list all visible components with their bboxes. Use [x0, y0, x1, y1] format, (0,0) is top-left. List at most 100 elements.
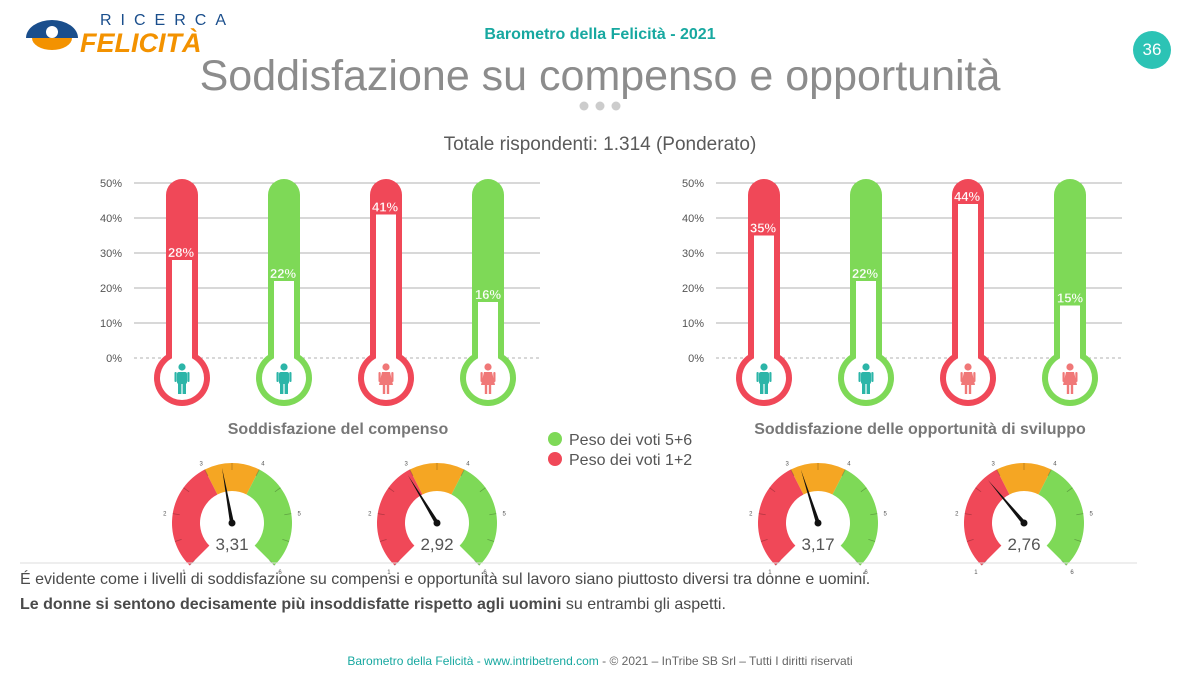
gauge-tick-label: 2: [368, 511, 372, 517]
thermometer: 16%: [460, 179, 516, 406]
female-icon: [378, 363, 394, 394]
y-tick-label: 0%: [688, 353, 704, 365]
logo-text-main: FELICITÀ: [80, 28, 202, 58]
gauge-tick: [274, 487, 281, 493]
logo-icon: [26, 20, 78, 50]
gauge-tick-label: 2: [955, 511, 959, 517]
gauge-tick: [388, 487, 395, 493]
gauge-tick-label: 2: [749, 511, 753, 517]
gauge-band-high: [246, 469, 293, 566]
y-tick-label: 10%: [100, 318, 122, 330]
bar-value: [1060, 305, 1080, 360]
gauge-tick: [769, 487, 776, 493]
gauge-tick: [870, 513, 878, 516]
subtitle: Totale rispondenti: 1.314 (Ponderato): [443, 134, 757, 155]
gauge-tick-label: 3: [785, 461, 789, 467]
female-icon: [480, 363, 496, 394]
gauge-tick: [760, 538, 768, 542]
chart-title: Soddisfazione del compenso: [228, 421, 449, 438]
gauge-tick-label: 3: [991, 461, 995, 467]
thermometer: 15%: [1042, 179, 1098, 406]
chart-title: Soddisfazione delle opportunità di svilu…: [754, 421, 1086, 438]
chart-1: 0% 10% 20% 30% 40% 50% 28% 22% 41% 16% Soddisfazio…: [100, 178, 540, 438]
thermometer: 22%: [256, 179, 312, 406]
y-tick-label: 0%: [106, 353, 122, 365]
page-number-badge: 36: [1133, 31, 1171, 69]
bar-value: [376, 214, 396, 360]
gauge-needle: [407, 475, 439, 525]
female-icon: [1062, 363, 1078, 394]
legend-label: Peso dei voti 1+2: [569, 452, 692, 469]
legend-marker: [548, 432, 562, 446]
gauge-value: 3,17: [801, 535, 834, 554]
gauge-tick-label: 1: [182, 570, 186, 576]
gauge-tick-label: 5: [1089, 511, 1093, 517]
gauge-tick: [860, 487, 867, 493]
y-tick-label: 20%: [100, 283, 122, 295]
gauge-1-1: 1 2 3 4 5 6 3,31: [163, 461, 301, 576]
y-tick-label: 10%: [682, 318, 704, 330]
footer-copyright: © 2021 – InTribe SB Srl – Tutti I diritt…: [609, 654, 853, 668]
legend-marker: [548, 452, 562, 466]
gauge-tick: [284, 513, 292, 516]
gauge-needle: [800, 469, 820, 524]
gauge-tick: [964, 513, 972, 516]
y-tick-label: 40%: [100, 213, 122, 225]
gauge-band-low: [758, 469, 804, 566]
gauge-band-high: [1038, 469, 1084, 566]
gauge-value: 2,92: [420, 535, 453, 554]
gauge-tick: [282, 538, 290, 542]
bar-value: [958, 204, 978, 360]
gauge-tick: [204, 469, 209, 476]
gauge-tick: [758, 513, 766, 516]
bar-value: [754, 235, 774, 360]
data-label: 22%: [852, 266, 878, 281]
gauge-tick: [975, 487, 982, 493]
gauge-tick-label: 4: [261, 461, 265, 467]
male-icon: [174, 363, 190, 394]
y-tick-label: 20%: [682, 283, 704, 295]
gauge-tick: [996, 469, 1001, 476]
gauge-tick: [479, 487, 486, 493]
data-label: 44%: [954, 189, 980, 204]
thermometer: 35%: [736, 179, 792, 406]
gauge-hub: [1020, 519, 1028, 527]
gauge-tick: [174, 538, 182, 542]
gauge-value: 2,76: [1007, 535, 1040, 554]
footer-separator: -: [598, 654, 610, 668]
footer-link[interactable]: Barometro della Felicità - www.intribetr…: [347, 654, 599, 668]
gauge-tick: [379, 538, 387, 542]
gauge-band-mid: [790, 463, 846, 495]
gauge-tick: [1066, 487, 1073, 493]
gauge-band-mid: [409, 463, 465, 495]
gauge-tick: [966, 538, 974, 542]
gauge-tick: [1047, 469, 1052, 476]
gauge-tick-label: 6: [1070, 570, 1074, 576]
gauge-tick: [790, 469, 795, 476]
gauge-tick-label: 1: [974, 570, 978, 576]
gauge-tick: [868, 538, 876, 542]
y-tick-label: 50%: [100, 178, 122, 190]
gauge-tick-label: 6: [864, 570, 868, 576]
gauge-needle: [222, 467, 234, 524]
legend-label: Peso dei voti 5+6: [569, 432, 692, 449]
data-label: 15%: [1057, 291, 1083, 306]
logo-text-top: RICERCA: [100, 12, 236, 29]
gauge-2-1: 1 2 3 4 5 6 3,17: [749, 461, 887, 576]
gauge-tick-label: 4: [466, 461, 470, 467]
gauge-tick-label: 5: [883, 511, 887, 517]
gauge-band-low: [377, 469, 423, 566]
data-label: 22%: [270, 266, 296, 281]
gauge-band-low: [964, 469, 1010, 566]
page-title: Soddisfazione su compenso e opportunità: [199, 52, 1001, 100]
gauge-tick: [172, 513, 180, 516]
female-icon: [960, 363, 976, 394]
y-tick-label: 30%: [100, 248, 122, 260]
male-icon: [756, 363, 772, 394]
bar-value: [274, 281, 294, 360]
y-tick-label: 40%: [682, 213, 704, 225]
gauge-needle: [988, 480, 1026, 525]
data-label: 35%: [750, 221, 776, 236]
gauge-tick-label: 5: [297, 511, 301, 517]
